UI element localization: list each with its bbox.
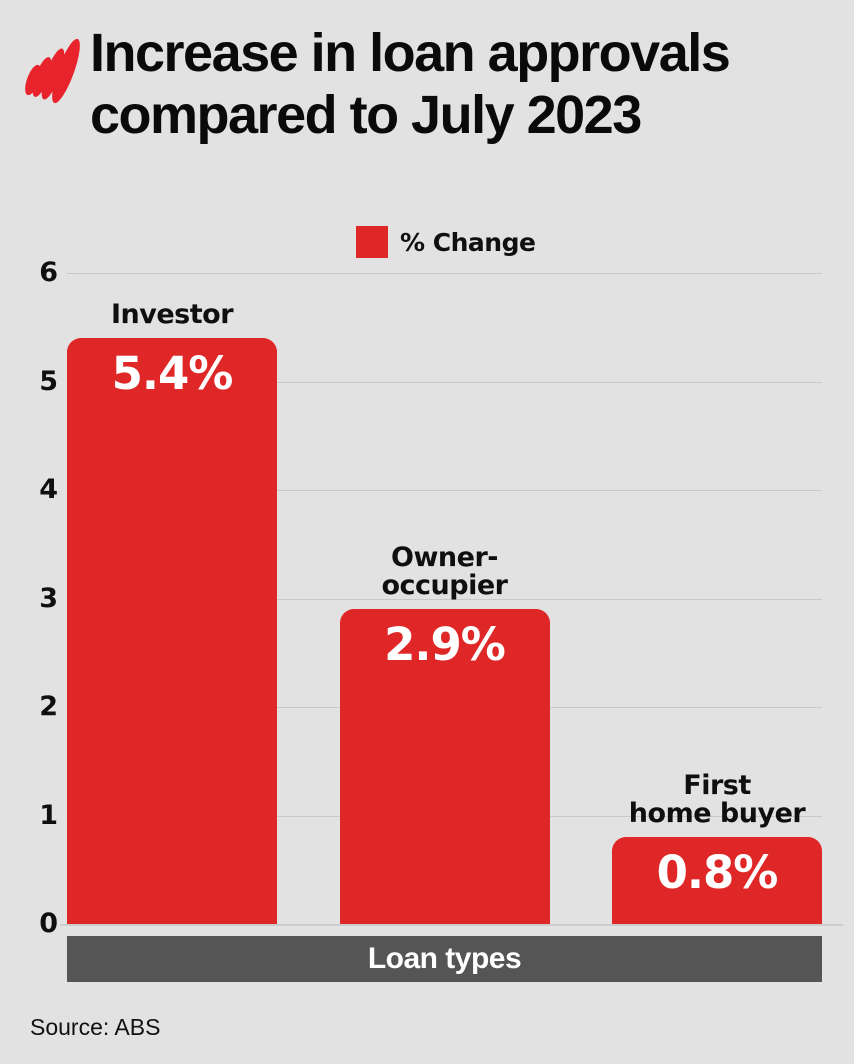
bar-owner-occupier: 2.9%: [339, 609, 550, 924]
title-line-2: compared to July 2023: [90, 85, 642, 145]
category-label-line: Investor: [110, 299, 234, 331]
x-axis-label-bar: Loan types: [67, 936, 822, 982]
bar-category-label: First home buyer: [612, 772, 822, 828]
gridline: [67, 273, 822, 274]
source-note: Source: ABS: [30, 1014, 161, 1040]
legend-swatch-icon: [356, 226, 388, 258]
category-label-line: First: [683, 770, 751, 802]
chart-legend: % Change: [356, 225, 536, 259]
y-tick-label: 3: [39, 582, 58, 614]
y-tick-label: 4: [39, 474, 58, 505]
plot-area: 5.4% Investor 2.9% Owner-occupier 0.8% First h…: [60, 273, 843, 926]
x-axis-label: Loan types: [367, 942, 522, 975]
y-tick-label: 2: [39, 691, 58, 722]
y-tick-label: 1: [39, 799, 58, 831]
bar-value-label: 5.4%: [111, 347, 234, 401]
title-line-1: Increase in loan approvals: [90, 23, 731, 83]
bar-investor: 5.4%: [67, 338, 277, 924]
gridline: [67, 598, 822, 600]
category-label-line: Owner-occupier: [381, 542, 509, 602]
bar-value-label: 2.9%: [384, 618, 506, 672]
y-axis: 0 1 2 3 4 5 6: [0, 257, 58, 939]
y-tick-label: 0: [39, 908, 58, 939]
category-label-line: home buyer: [628, 798, 806, 830]
y-tick-label: 6: [39, 257, 58, 288]
page-title: Increase in loan approvals compared to J…: [90, 22, 840, 146]
bar-category-label: Owner-occupier: [340, 544, 550, 600]
bar-first-home-buyer: 0.8%: [612, 837, 822, 924]
gridline: [67, 381, 822, 383]
x-axis-baseline: [60, 924, 843, 926]
gridline: [67, 490, 822, 491]
bar-value-label: 0.8%: [656, 846, 779, 900]
y-tick-label: 5: [39, 365, 58, 397]
bar-category-label: Investor: [67, 301, 277, 329]
sbs-logo-icon: [25, 38, 80, 104]
legend-label: % Change: [400, 227, 536, 257]
